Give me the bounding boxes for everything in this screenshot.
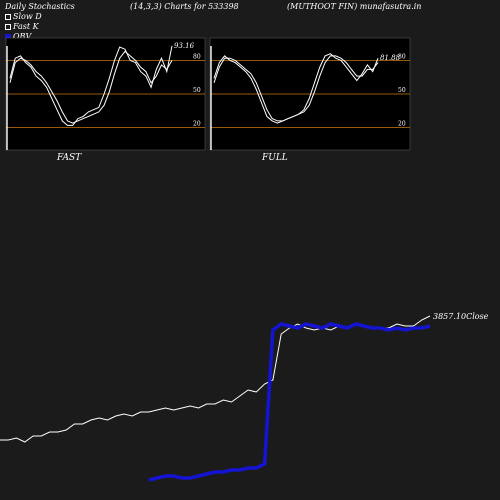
level-label-80: 80 [193,53,201,60]
level-label-80: 80 [398,53,406,60]
series-line-fast-k [9,45,173,126]
legend-item-fast-k: Fast K [5,22,42,32]
last-value-label: 93.16 [174,42,195,50]
series-line-slow-d [9,50,173,124]
panel-label-full: FULL [262,153,288,163]
legend-label: Slow D [13,12,42,21]
close-value-label: 3857.10Close [433,312,489,321]
level-label-20: 20 [193,121,201,128]
obv-line [148,322,431,482]
chart-ticker: (MUTHOOT FIN) munafasutra.in [287,2,422,11]
series-line-fast-k [213,53,379,124]
legend-item-slow-d: Slow D [5,12,42,22]
last-value-label: 81.88 [380,54,401,62]
level-label-50: 50 [193,87,201,94]
legend-label: Fast K [13,22,39,31]
chart-params: (14,3,3) Charts for 533398 [130,2,239,11]
close-line [0,315,431,443]
level-label-20: 20 [398,121,406,128]
level-label-50: 50 [398,87,406,94]
legend-swatch [5,24,11,30]
chart-title: Daily Stochastics [5,2,75,11]
legend-label: OBV [13,32,32,41]
panel-label-fast: FAST [57,153,82,163]
legend-swatch [5,14,11,20]
